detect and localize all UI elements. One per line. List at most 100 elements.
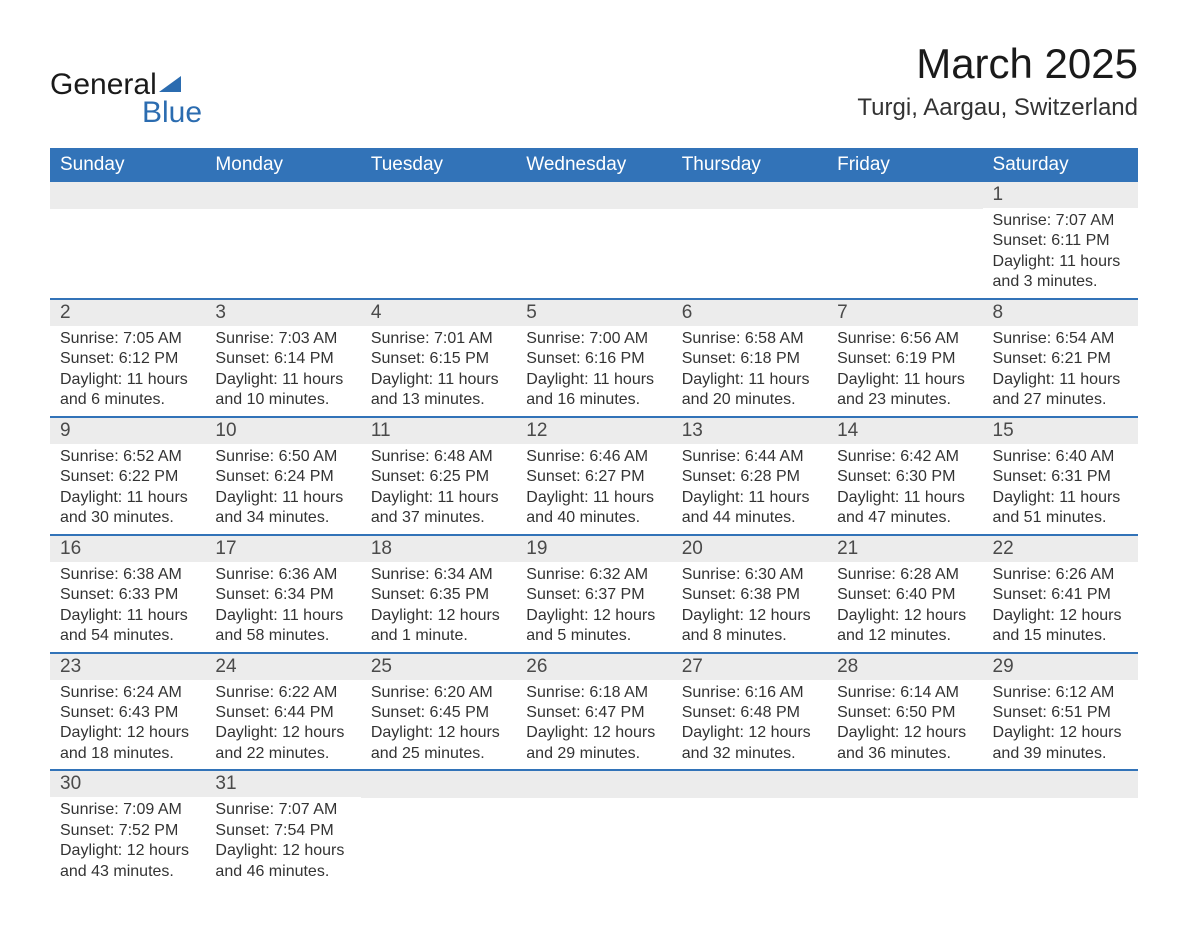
day-body: Sunrise: 6:36 AMSunset: 6:34 PMDaylight:… xyxy=(205,562,360,652)
sunset-line: Sunset: 6:31 PM xyxy=(993,467,1128,487)
day-body: Sunrise: 6:38 AMSunset: 6:33 PMDaylight:… xyxy=(50,562,205,652)
sunset-line: Sunset: 6:12 PM xyxy=(60,349,195,369)
calendar-cell: 20Sunrise: 6:30 AMSunset: 6:38 PMDayligh… xyxy=(672,535,827,653)
calendar-cell: 22Sunrise: 6:26 AMSunset: 6:41 PMDayligh… xyxy=(983,535,1138,653)
sunset-line: Sunset: 6:50 PM xyxy=(837,703,972,723)
calendar-cell: 9Sunrise: 6:52 AMSunset: 6:22 PMDaylight… xyxy=(50,417,205,535)
day-header-row: Sunday Monday Tuesday Wednesday Thursday… xyxy=(50,148,1138,182)
calendar-cell: 29Sunrise: 6:12 AMSunset: 6:51 PMDayligh… xyxy=(983,653,1138,771)
location: Turgi, Aargau, Switzerland xyxy=(857,94,1138,122)
calendar-week-row: 2Sunrise: 7:05 AMSunset: 6:12 PMDaylight… xyxy=(50,299,1138,417)
day-header: Tuesday xyxy=(361,148,516,182)
calendar-cell: 30Sunrise: 7:09 AMSunset: 7:52 PMDayligh… xyxy=(50,770,205,887)
daylight-line: Daylight: 11 hours and 44 minutes. xyxy=(682,488,817,529)
sunrise-line: Sunrise: 7:07 AM xyxy=(993,211,1128,231)
calendar-cell: 24Sunrise: 6:22 AMSunset: 6:44 PMDayligh… xyxy=(205,653,360,771)
sunrise-line: Sunrise: 6:12 AM xyxy=(993,683,1128,703)
day-body: Sunrise: 7:03 AMSunset: 6:14 PMDaylight:… xyxy=(205,326,360,416)
calendar-week-row: 9Sunrise: 6:52 AMSunset: 6:22 PMDaylight… xyxy=(50,417,1138,535)
empty-day xyxy=(50,182,205,209)
day-body: Sunrise: 6:18 AMSunset: 6:47 PMDaylight:… xyxy=(516,680,671,770)
day-body: Sunrise: 6:54 AMSunset: 6:21 PMDaylight:… xyxy=(983,326,1138,416)
day-number: 18 xyxy=(361,536,516,562)
sunrise-line: Sunrise: 6:36 AM xyxy=(215,565,350,585)
calendar-cell: 17Sunrise: 6:36 AMSunset: 6:34 PMDayligh… xyxy=(205,535,360,653)
day-number: 26 xyxy=(516,654,671,680)
calendar-cell: 28Sunrise: 6:14 AMSunset: 6:50 PMDayligh… xyxy=(827,653,982,771)
sunrise-line: Sunrise: 6:18 AM xyxy=(526,683,661,703)
calendar-cell: 18Sunrise: 6:34 AMSunset: 6:35 PMDayligh… xyxy=(361,535,516,653)
day-number: 2 xyxy=(50,300,205,326)
daylight-line: Daylight: 11 hours and 6 minutes. xyxy=(60,370,195,411)
day-body: Sunrise: 6:58 AMSunset: 6:18 PMDaylight:… xyxy=(672,326,827,416)
day-body: Sunrise: 6:12 AMSunset: 6:51 PMDaylight:… xyxy=(983,680,1138,770)
logo-word1: General xyxy=(50,68,157,102)
day-body: Sunrise: 6:16 AMSunset: 6:48 PMDaylight:… xyxy=(672,680,827,770)
sunrise-line: Sunrise: 6:46 AM xyxy=(526,447,661,467)
sunset-line: Sunset: 6:33 PM xyxy=(60,585,195,605)
empty-day xyxy=(516,182,671,209)
daylight-line: Daylight: 12 hours and 22 minutes. xyxy=(215,723,350,764)
sunrise-line: Sunrise: 6:26 AM xyxy=(993,565,1128,585)
daylight-line: Daylight: 12 hours and 36 minutes. xyxy=(837,723,972,764)
daylight-line: Daylight: 11 hours and 16 minutes. xyxy=(526,370,661,411)
daylight-line: Daylight: 12 hours and 5 minutes. xyxy=(526,606,661,647)
day-number: 4 xyxy=(361,300,516,326)
logo: General Blue xyxy=(50,68,202,130)
day-header: Wednesday xyxy=(516,148,671,182)
day-number: 15 xyxy=(983,418,1138,444)
sunset-line: Sunset: 6:40 PM xyxy=(837,585,972,605)
day-body: Sunrise: 6:50 AMSunset: 6:24 PMDaylight:… xyxy=(205,444,360,534)
sunrise-line: Sunrise: 7:05 AM xyxy=(60,329,195,349)
sunset-line: Sunset: 7:54 PM xyxy=(215,821,350,841)
day-body: Sunrise: 6:40 AMSunset: 6:31 PMDaylight:… xyxy=(983,444,1138,534)
sunset-line: Sunset: 6:18 PM xyxy=(682,349,817,369)
calendar-cell: 31Sunrise: 7:07 AMSunset: 7:54 PMDayligh… xyxy=(205,770,360,887)
day-number: 30 xyxy=(50,771,205,797)
day-body: Sunrise: 6:32 AMSunset: 6:37 PMDaylight:… xyxy=(516,562,671,652)
sunset-line: Sunset: 6:41 PM xyxy=(993,585,1128,605)
day-number: 3 xyxy=(205,300,360,326)
daylight-line: Daylight: 12 hours and 1 minute. xyxy=(371,606,506,647)
sunrise-line: Sunrise: 6:52 AM xyxy=(60,447,195,467)
day-header: Monday xyxy=(205,148,360,182)
empty-day xyxy=(205,182,360,209)
sunrise-line: Sunrise: 7:01 AM xyxy=(371,329,506,349)
calendar-cell: 4Sunrise: 7:01 AMSunset: 6:15 PMDaylight… xyxy=(361,299,516,417)
day-number: 13 xyxy=(672,418,827,444)
daylight-line: Daylight: 12 hours and 43 minutes. xyxy=(60,841,195,882)
day-body: Sunrise: 6:34 AMSunset: 6:35 PMDaylight:… xyxy=(361,562,516,652)
day-body: Sunrise: 6:22 AMSunset: 6:44 PMDaylight:… xyxy=(205,680,360,770)
day-number: 17 xyxy=(205,536,360,562)
day-body: Sunrise: 7:07 AMSunset: 6:11 PMDaylight:… xyxy=(983,208,1138,298)
day-number: 9 xyxy=(50,418,205,444)
day-body: Sunrise: 7:09 AMSunset: 7:52 PMDaylight:… xyxy=(50,797,205,887)
daylight-line: Daylight: 11 hours and 34 minutes. xyxy=(215,488,350,529)
sunrise-line: Sunrise: 6:14 AM xyxy=(837,683,972,703)
sunrise-line: Sunrise: 6:54 AM xyxy=(993,329,1128,349)
sunrise-line: Sunrise: 6:20 AM xyxy=(371,683,506,703)
sunset-line: Sunset: 6:25 PM xyxy=(371,467,506,487)
calendar-cell xyxy=(361,770,516,887)
month-title: March 2025 xyxy=(857,40,1138,88)
daylight-line: Daylight: 11 hours and 10 minutes. xyxy=(215,370,350,411)
sunrise-line: Sunrise: 6:34 AM xyxy=(371,565,506,585)
sunrise-line: Sunrise: 6:48 AM xyxy=(371,447,506,467)
calendar-cell: 7Sunrise: 6:56 AMSunset: 6:19 PMDaylight… xyxy=(827,299,982,417)
daylight-line: Daylight: 12 hours and 46 minutes. xyxy=(215,841,350,882)
calendar-cell: 16Sunrise: 6:38 AMSunset: 6:33 PMDayligh… xyxy=(50,535,205,653)
sunrise-line: Sunrise: 7:00 AM xyxy=(526,329,661,349)
day-number: 29 xyxy=(983,654,1138,680)
day-body: Sunrise: 7:07 AMSunset: 7:54 PMDaylight:… xyxy=(205,797,360,887)
sunset-line: Sunset: 6:14 PM xyxy=(215,349,350,369)
logo-triangle-icon xyxy=(159,76,181,92)
day-number: 22 xyxy=(983,536,1138,562)
sunset-line: Sunset: 6:45 PM xyxy=(371,703,506,723)
logo-word2: Blue xyxy=(142,96,202,130)
empty-day xyxy=(827,771,982,798)
day-number: 8 xyxy=(983,300,1138,326)
sunset-line: Sunset: 6:47 PM xyxy=(526,703,661,723)
calendar-week-row: 23Sunrise: 6:24 AMSunset: 6:43 PMDayligh… xyxy=(50,653,1138,771)
day-body: Sunrise: 6:24 AMSunset: 6:43 PMDaylight:… xyxy=(50,680,205,770)
daylight-line: Daylight: 11 hours and 40 minutes. xyxy=(526,488,661,529)
